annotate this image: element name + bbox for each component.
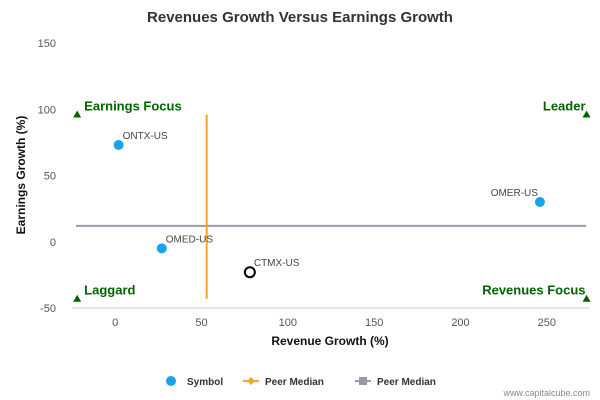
data-point [156,243,167,254]
legend-label: Peer Median [265,377,324,388]
data-point-label: ONTX-US [123,131,168,142]
y-tick-labels: -50 0 50 100 150 [38,38,56,315]
x-tick-label: 150 [365,317,383,329]
legend-symbol [247,377,255,385]
data-point-label: CTMX-US [254,258,300,269]
y-axis-title: Earnings Growth (%) [14,116,28,235]
data-point [534,197,545,207]
quadrant-labels: Earnings Focus Leader Laggard Revenues Focu… [73,99,591,302]
x-axis-title: Revenue Growth (%) [271,334,388,348]
x-tick-labels: 0 50 100 150 200 250 [112,317,556,329]
y-tick-label: 50 [44,171,56,183]
quadrant-label: Revenues Focus [482,283,585,298]
quadrant-marker [73,294,82,302]
y-tick-label: 150 [38,38,56,50]
peer-median-lines [76,114,586,299]
legend-label: Symbol [187,377,223,388]
y-tick-label: 0 [50,237,56,249]
data-point-label: OMER-US [491,188,539,199]
legend-label: Peer Median [377,377,436,388]
quadrant-label: Leader [543,99,586,114]
y-tick-label: 100 [38,104,56,116]
data-point [113,140,124,151]
quadrant-marker [73,110,82,118]
legend: Symbol Peer Median Peer Median [166,376,436,388]
data-points: ONTX-US OMED-US CTMX-US OMER-US [113,131,545,279]
chart-title: Revenues Growth Versus Earnings Growth [147,9,453,26]
quadrant-label: Laggard [84,283,135,298]
x-tick-label: 50 [195,317,207,329]
data-point [243,266,256,279]
x-tick-label: 250 [538,317,556,329]
x-tick-label: 100 [279,317,297,329]
legend-symbol [359,377,367,385]
quadrant-marker [582,110,591,118]
legend-symbol [166,376,176,386]
quadrant-marker [582,294,591,302]
x-tick-label: 200 [451,317,469,329]
data-point-label: OMED-US [166,234,214,245]
y-tick-label: -50 [40,303,56,315]
credit-text: www.capitalcube.com [502,388,590,398]
x-tick-label: 0 [112,317,118,329]
quadrant-label: Earnings Focus [84,99,182,114]
